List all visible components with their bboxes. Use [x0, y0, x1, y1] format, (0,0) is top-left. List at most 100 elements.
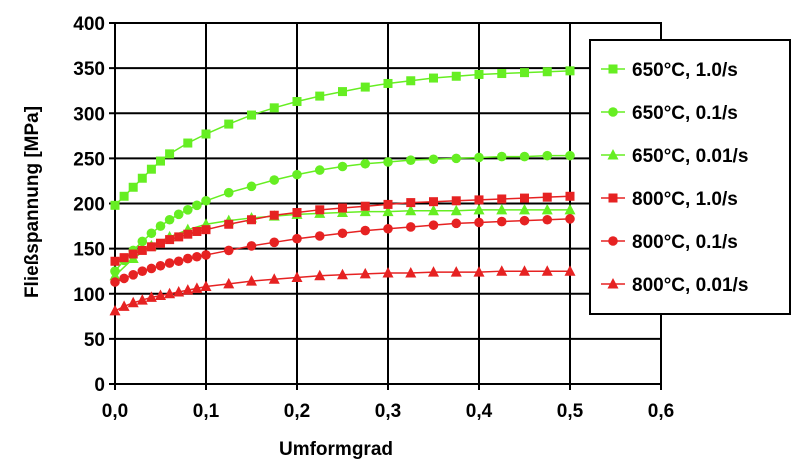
- legend-box: [589, 39, 791, 315]
- legend-label: 800°C, 1.0/s: [632, 189, 738, 210]
- data-point: [474, 152, 484, 163]
- y-tick-label: 250: [73, 149, 105, 170]
- x-tick-label: 0,3: [375, 401, 401, 422]
- data-point: [137, 245, 147, 255]
- data-point: [127, 296, 139, 308]
- data-point: [128, 269, 138, 280]
- data-point: [541, 265, 553, 276]
- data-point: [128, 249, 138, 259]
- legend-label: 650°C, 1.0/s: [632, 60, 738, 81]
- data-point: [173, 285, 185, 297]
- data-point: [474, 217, 484, 228]
- data-point: [128, 182, 138, 192]
- y-tick-label: 150: [73, 240, 105, 261]
- x-tick-label: 0,2: [284, 401, 310, 422]
- data-point: [136, 294, 148, 305]
- y-tick-label: 0: [94, 375, 105, 396]
- data-point: [223, 277, 235, 289]
- data-point: [520, 68, 529, 78]
- data-point: [156, 156, 165, 166]
- data-point: [496, 265, 508, 276]
- legend-marker: [608, 236, 618, 246]
- legend-entry: 800°C, 0.1/s: [601, 232, 738, 253]
- data-point: [119, 253, 129, 263]
- data-point: [314, 231, 325, 241]
- data-point: [183, 229, 193, 239]
- data-point: [291, 271, 303, 283]
- data-point: [542, 150, 553, 161]
- legend-marker: [607, 278, 619, 289]
- data-point: [428, 154, 439, 165]
- data-point: [269, 103, 279, 113]
- data-point: [109, 269, 121, 281]
- data-point: [292, 208, 302, 218]
- legend-marker: [607, 149, 619, 160]
- data-point: [146, 242, 156, 252]
- data-point: [541, 203, 553, 215]
- data-point: [145, 291, 157, 302]
- data-point: [564, 265, 576, 276]
- data-point: [200, 280, 212, 292]
- data-point: [269, 237, 280, 248]
- legend-marker: [608, 64, 618, 74]
- data-point: [223, 187, 234, 198]
- data-point: [360, 82, 370, 92]
- data-point: [405, 222, 416, 232]
- data-point: [110, 277, 120, 287]
- data-point: [292, 97, 302, 107]
- data-point: [359, 205, 371, 217]
- data-point: [246, 241, 257, 251]
- x-tick-label: 0,5: [557, 401, 584, 422]
- data-point: [496, 151, 507, 162]
- data-point: [137, 173, 147, 183]
- data-point: [428, 204, 439, 216]
- data-point: [183, 253, 193, 264]
- data-point: [223, 245, 234, 256]
- data-point: [192, 226, 202, 236]
- data-point: [292, 233, 302, 244]
- data-point: [269, 175, 280, 185]
- data-point: [429, 197, 438, 207]
- y-axis-title: Fließspannung [MPa]: [22, 106, 43, 298]
- data-point: [315, 205, 325, 215]
- data-point: [110, 200, 120, 210]
- data-point: [182, 284, 194, 295]
- data-point: [451, 71, 461, 81]
- x-axis-ticks: 0,0 0,1 0,2 0,3 0,4 0,5 0,6: [102, 384, 674, 422]
- data-point: [201, 250, 211, 260]
- data-point: [519, 203, 530, 215]
- data-point: [451, 153, 462, 164]
- data-point: [201, 225, 211, 235]
- legend-entry: 650°C, 1.0/s: [601, 60, 738, 81]
- data-point: [429, 73, 438, 83]
- data-point: [497, 69, 507, 79]
- data-point: [474, 69, 484, 79]
- data-point: [338, 203, 347, 213]
- data-point: [247, 110, 256, 120]
- data-point: [360, 158, 371, 169]
- data-point: [109, 304, 121, 316]
- legend-entry: 800°C, 0.01/s: [601, 275, 748, 296]
- data-point: [359, 267, 371, 279]
- y-axis-ticks: 0 50 100 150 200 250 300 350 400: [73, 14, 115, 396]
- data-point: [156, 238, 165, 248]
- legend-marker: [608, 107, 618, 117]
- data-point: [164, 287, 176, 299]
- data-point: [337, 161, 348, 172]
- data-point: [224, 219, 234, 229]
- data-point: [191, 282, 203, 293]
- data-point: [473, 203, 485, 215]
- y-tick-label: 400: [73, 14, 105, 35]
- y-tick-label: 300: [73, 104, 105, 125]
- legend-entry: 650°C, 0.1/s: [601, 103, 738, 124]
- data-point: [564, 203, 576, 215]
- legend: 650°C, 1.0/s 650°C, 0.1/s 650°C, 0.01/s 800…: [589, 39, 791, 315]
- legend-label: 800°C, 0.1/s: [632, 232, 738, 253]
- data-point: [565, 191, 575, 201]
- data-point: [146, 228, 157, 239]
- series-4: [110, 191, 575, 266]
- data-point: [173, 256, 184, 267]
- data-point: [137, 236, 148, 247]
- data-point: [383, 223, 393, 234]
